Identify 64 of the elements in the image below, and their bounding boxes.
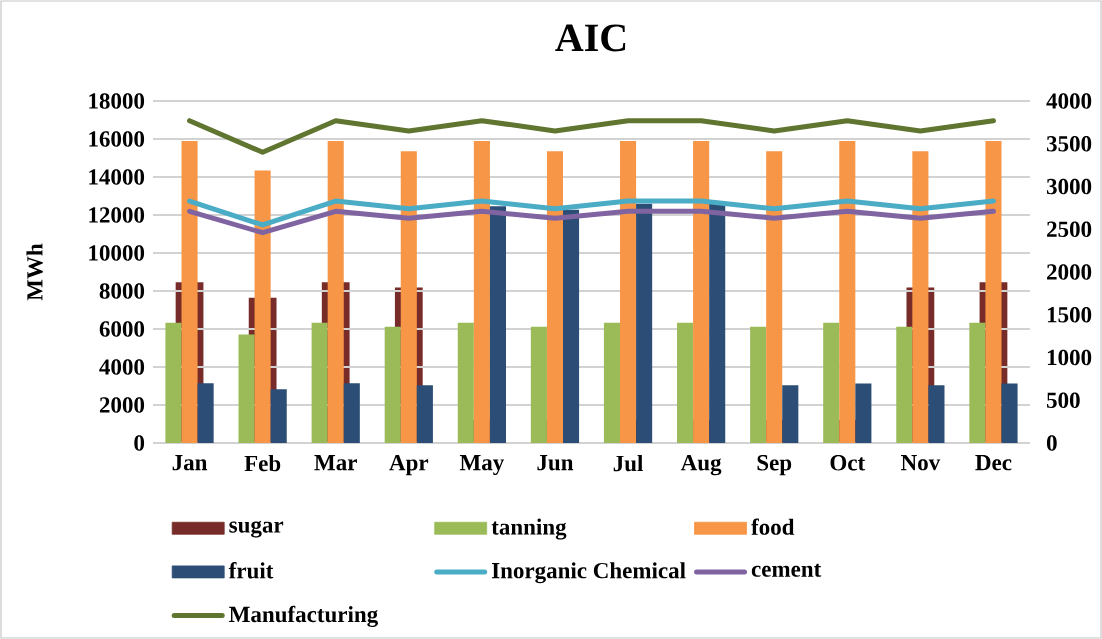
- y-tick-label: 8000: [99, 283, 145, 299]
- x-tick-label: Oct: [830, 455, 866, 471]
- bar: [928, 385, 945, 443]
- bar: [839, 141, 856, 443]
- bar: [677, 322, 694, 443]
- x-tick-label: Aug: [680, 455, 722, 476]
- bar: [473, 141, 490, 443]
- y2-tick-label: 0: [1046, 435, 1057, 451]
- legend-label: cement: [751, 563, 822, 577]
- x-tick-label: Apr: [389, 455, 429, 476]
- bar: [750, 326, 767, 443]
- legend-label: sugar: [229, 520, 284, 538]
- legend-label: Inorganic Chemical: [491, 562, 686, 584]
- bar: [530, 326, 547, 443]
- legend-label: Manufacturing: [229, 605, 378, 627]
- x-tick-label: Jun: [537, 455, 574, 471]
- y-tick-label: 12000: [89, 207, 145, 223]
- bar: [855, 383, 872, 443]
- x-tick-label: Jan: [172, 455, 208, 471]
- bar: [709, 203, 726, 443]
- legend-label: food: [751, 518, 795, 535]
- y-tick-label: 14000: [89, 169, 145, 185]
- y2-tick-label: 500: [1046, 392, 1080, 409]
- y2-tick-label: 2000: [1047, 264, 1092, 280]
- bar: [766, 151, 783, 443]
- bar: [636, 203, 653, 443]
- legend-label: fruit: [228, 562, 274, 579]
- bar: [1001, 383, 1018, 443]
- bar: [823, 322, 840, 443]
- bar: [457, 322, 474, 443]
- legend-label: tanning: [491, 518, 567, 540]
- x-tick-label: Nov: [901, 455, 941, 471]
- y2-tick-label: 3500: [1046, 136, 1092, 152]
- y2-tick-label: 4000: [1046, 93, 1092, 109]
- y-tick-label: 6000: [99, 321, 145, 337]
- x-tick-label: Feb: [244, 455, 281, 472]
- y-tick-label: 18000: [89, 93, 145, 109]
- x-tick-label: Sep: [757, 455, 792, 476]
- bar: [416, 385, 433, 443]
- bar: [603, 322, 620, 443]
- y2-tick-label: 3000: [1046, 178, 1092, 195]
- bar: [270, 389, 287, 443]
- chart-title: AIC: [555, 24, 626, 52]
- y2-tick-label: 1000: [1047, 349, 1092, 366]
- bar: [693, 141, 710, 443]
- bar: [782, 385, 799, 443]
- bar: [197, 383, 214, 443]
- y2-tick-label: 1500: [1047, 307, 1092, 323]
- y2-tick-label: 2500: [1047, 221, 1092, 238]
- bar: [546, 151, 563, 443]
- y-tick-label: 0: [134, 435, 145, 451]
- y-tick-label: 4000: [99, 359, 145, 375]
- y-tick-label: 16000: [89, 131, 145, 147]
- y-axis-title: MWh: [26, 243, 43, 301]
- bar: [620, 141, 637, 443]
- bar: [489, 206, 506, 443]
- bar: [343, 383, 360, 443]
- y-tick-label: 2000: [99, 397, 145, 413]
- bar: [563, 209, 580, 443]
- x-tick-label: Mar: [314, 455, 357, 471]
- x-tick-label: May: [459, 455, 504, 476]
- x-tick-label: Dec: [975, 455, 1012, 471]
- y-tick-label: 10000: [89, 245, 145, 261]
- x-tick-label: Jul: [613, 455, 643, 472]
